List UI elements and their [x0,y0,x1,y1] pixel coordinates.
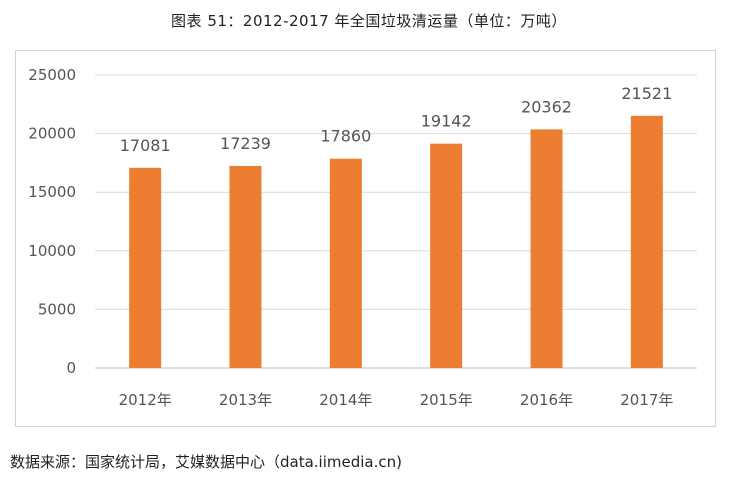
data-label: 17239 [220,134,271,153]
bar [430,143,463,368]
data-label: 21521 [621,84,672,103]
x-tick-label: 2014年 [319,391,372,409]
data-label: 20362 [521,97,572,116]
gridlines [95,74,697,369]
bar [630,115,663,368]
x-tick-label: 2015年 [420,391,473,409]
y-tick-label: 5000 [38,300,76,318]
y-tick-label: 0 [66,359,76,377]
bars [129,115,663,368]
x-tick-label: 2013年 [219,391,272,409]
x-axis-ticks: 2012年 2013年 2014年 2015年 2016年 2017年 [119,391,674,409]
y-tick-label: 25000 [28,66,76,84]
y-tick-label: 20000 [28,125,76,143]
bar [129,167,162,368]
chart-frame [15,50,716,427]
y-tick-label: 15000 [28,183,76,201]
y-tick-label: 10000 [28,242,76,260]
x-tick-label: 2016年 [520,391,573,409]
x-tick-label: 2012年 [119,391,172,409]
data-label: 19142 [421,112,472,131]
bar [229,165,262,368]
bar [530,129,563,368]
chart-title: 图表 51：2012-2017 年全国垃圾清运量（单位：万吨） [171,12,567,30]
x-tick-label: 2017年 [620,391,673,409]
bar [329,158,362,368]
data-labels: 17081 17239 17860 19142 20362 21521 [120,84,673,155]
y-axis-ticks: 0 5000 10000 15000 20000 25000 [28,66,76,377]
data-label: 17081 [120,136,171,155]
source-note: 数据来源：国家统计局，艾媒数据中心（data.iimedia.cn) [10,453,402,471]
data-label: 17860 [320,127,371,146]
